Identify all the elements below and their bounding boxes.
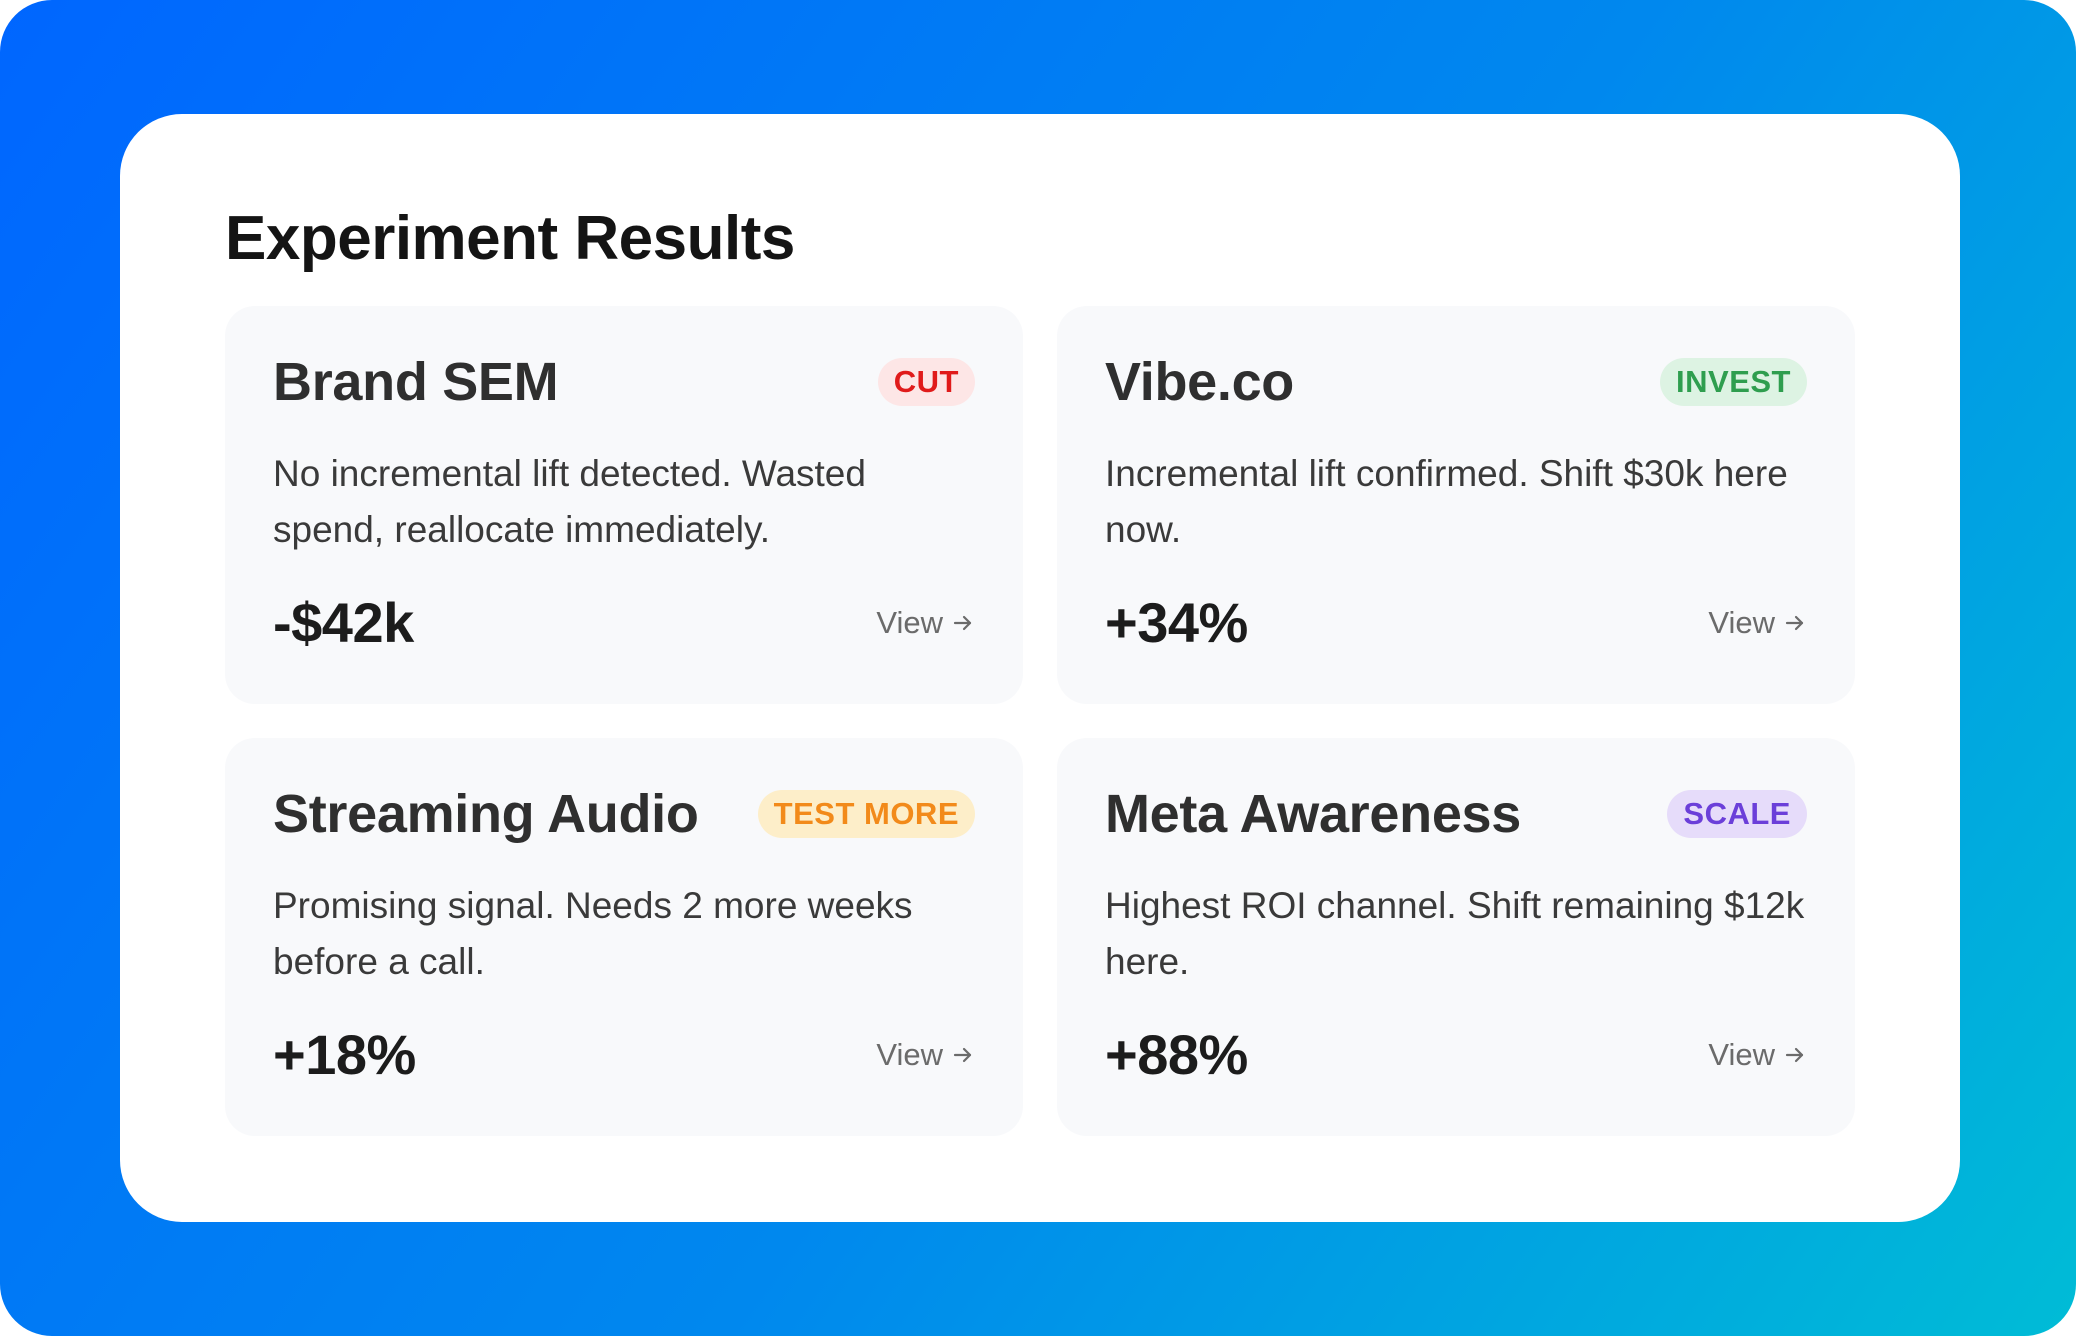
status-badge-test-more: TEST MORE <box>757 790 975 839</box>
card-title: Meta Awareness <box>1105 784 1522 844</box>
experiment-card-vibe-co: Vibe.co INVEST Incremental lift confirme… <box>1057 306 1855 704</box>
card-metric: +34% <box>1105 591 1248 654</box>
experiment-card-meta-awareness: Meta Awareness SCALE Highest ROI channel… <box>1057 738 1855 1136</box>
card-header: Brand SEM CUT <box>273 350 975 415</box>
card-metric: +18% <box>273 1023 416 1086</box>
card-description: No incremental lift detected. Wasted spe… <box>273 453 866 550</box>
page-title: Experiment Results <box>225 204 795 273</box>
card-title: Brand SEM <box>273 352 559 412</box>
view-link-label: View <box>1708 604 1775 640</box>
card-footer: +18% View <box>273 1024 975 1086</box>
view-link-label: View <box>876 604 943 640</box>
card-description: Highest ROI channel. Shift remaining $12… <box>1105 885 1805 982</box>
card-description: Promising signal. Needs 2 more weeks bef… <box>273 885 913 982</box>
arrow-right-icon <box>1785 1047 1804 1062</box>
card-header: Streaming Audio TEST MORE <box>273 782 975 847</box>
status-badge-scale: SCALE <box>1667 790 1807 839</box>
view-link-meta-awareness[interactable]: View <box>1708 1037 1807 1073</box>
view-link-label: View <box>1708 1036 1775 1072</box>
status-badge-cut: CUT <box>877 358 975 407</box>
card-footer: +88% View <box>1105 1024 1807 1086</box>
card-title: Vibe.co <box>1105 352 1294 412</box>
results-panel: Experiment Results Brand SEM CUT No incr… <box>120 114 1960 1222</box>
experiment-card-brand-sem: Brand SEM CUT No incremental lift detect… <box>225 306 1023 704</box>
status-badge-invest: INVEST <box>1660 358 1807 407</box>
experiment-grid: Brand SEM CUT No incremental lift detect… <box>225 306 1855 1136</box>
card-header: Vibe.co INVEST <box>1105 350 1807 415</box>
card-metric: -$42k <box>273 591 414 654</box>
arrow-right-icon <box>953 615 972 630</box>
view-link-vibe-co[interactable]: View <box>1708 605 1807 641</box>
view-link-label: View <box>876 1036 943 1072</box>
card-title: Streaming Audio <box>273 784 699 844</box>
experiment-card-streaming-audio: Streaming Audio TEST MORE Promising sign… <box>225 738 1023 1136</box>
arrow-right-icon <box>1785 615 1804 630</box>
card-footer: -$42k View <box>273 592 975 654</box>
card-footer: +34% View <box>1105 592 1807 654</box>
card-metric: +88% <box>1105 1023 1248 1086</box>
view-link-streaming-audio[interactable]: View <box>876 1037 975 1073</box>
view-link-brand-sem[interactable]: View <box>876 605 975 641</box>
card-description: Incremental lift confirmed. Shift $30k h… <box>1105 453 1788 550</box>
card-header: Meta Awareness SCALE <box>1105 782 1807 847</box>
arrow-right-icon <box>953 1047 972 1062</box>
